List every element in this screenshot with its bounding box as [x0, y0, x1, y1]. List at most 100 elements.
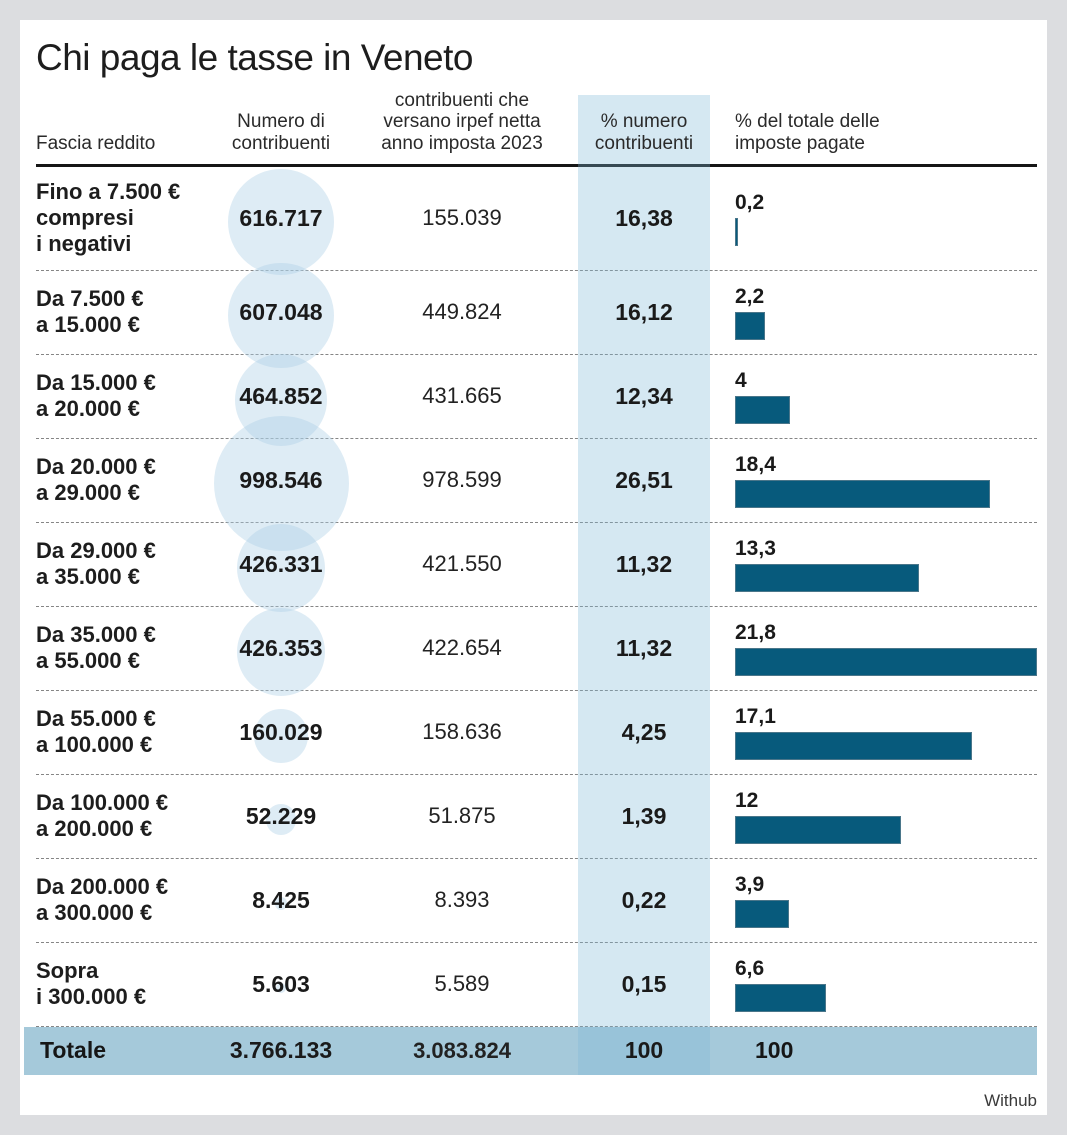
versano-irpef-value: 5.589	[434, 971, 490, 997]
pct-contribuenti-value: 16,38	[615, 204, 673, 231]
tax-share-bar	[735, 815, 901, 844]
bracket-line: i 300.000 €	[36, 984, 147, 1010]
infographic-card: Chi paga le tasse in Veneto Fascia reddi…	[20, 20, 1047, 1115]
bracket-label: Da 15.000 € a 20.000 €	[36, 370, 216, 423]
tax-share-cell: 17,1	[735, 705, 1037, 760]
source-credit: Withub	[984, 1090, 1037, 1110]
pct-contribuenti-value: 11,32	[615, 550, 673, 577]
pct-contribuenti-value: 1,39	[621, 802, 667, 829]
bracket-line: Sopra	[36, 957, 99, 983]
table-row: Da 200.000 € a 300.000 € 8.425 8.393 0,22 3,9	[36, 859, 1037, 943]
bracket-line: Da 200.000 €	[36, 873, 169, 899]
bracket-line: a 20.000 €	[36, 396, 140, 422]
pct-contribuenti-value: 4,25	[621, 718, 667, 745]
bracket-label: Da 29.000 € a 35.000 €	[36, 538, 216, 591]
bracket-line: Da 7.500 €	[36, 285, 144, 311]
bracket-label: Fino a 7.500 € compresi i negativi	[36, 179, 216, 258]
versano-irpef-value: 51.875	[428, 803, 496, 829]
bar-value-label: 12	[735, 788, 759, 812]
tax-share-cell: 4	[735, 369, 1037, 424]
total-label: Totale	[40, 1037, 107, 1064]
total-pct-imposte-value: 100	[755, 1037, 794, 1064]
bracket-line: Da 35.000 €	[36, 621, 156, 647]
versano-irpef-value: 421.550	[422, 551, 502, 577]
bracket-line: a 100.000 €	[36, 732, 153, 758]
tax-share-cell: 3,9	[735, 873, 1037, 928]
bracket-label: Da 7.500 € a 15.000 €	[36, 286, 216, 339]
bar-value-label: 3,9	[735, 872, 765, 896]
total-row: Totale 3.766.133 3.083.824 100 100	[24, 1026, 1037, 1075]
total-versano-value: 3.083.824	[413, 1037, 511, 1063]
bracket-line: Da 29.000 €	[36, 537, 156, 563]
bracket-line: Da 20.000 €	[36, 453, 156, 479]
bracket-line: a 15.000 €	[36, 312, 140, 338]
tax-share-bar	[735, 731, 972, 760]
bar-value-label: 4	[735, 368, 747, 392]
bracket-line: a 29.000 €	[36, 480, 140, 506]
tax-share-bar	[735, 311, 765, 340]
versano-irpef-value: 158.636	[422, 719, 502, 745]
bracket-line: a 300.000 €	[36, 900, 153, 926]
tax-share-bar	[735, 983, 826, 1012]
table: Fascia reddito Numero di contribuenti co…	[24, 90, 1037, 1075]
pct-contribuenti-value: 12,34	[615, 382, 673, 409]
table-row: Fino a 7.500 € compresi i negativi 616.717 1…	[36, 167, 1037, 271]
contribuenti-value: 607.048	[239, 298, 323, 325]
tax-share-bar	[735, 479, 990, 508]
tax-share-cell: 2,2	[735, 285, 1037, 340]
tax-share-bar	[735, 899, 789, 928]
bracket-label: Da 20.000 € a 29.000 €	[36, 454, 216, 507]
total-pct-contribuenti-value: 100	[624, 1037, 664, 1064]
bar-value-label: 18,4	[735, 452, 776, 476]
pct-contribuenti-value: 0,15	[621, 970, 667, 997]
header-numero-contribuenti: Numero di contribuenti	[231, 111, 331, 155]
versano-irpef-value: 449.824	[422, 299, 502, 325]
bar-value-label: 13,3	[735, 536, 776, 560]
contribuenti-value: 5.603	[252, 970, 310, 997]
bar-value-label: 2,2	[735, 284, 765, 308]
versano-irpef-value: 431.665	[422, 383, 502, 409]
versano-irpef-value: 8.393	[434, 887, 490, 913]
bracket-line: i negativi	[36, 231, 132, 257]
contribuenti-value: 8.425	[252, 886, 310, 913]
bracket-line: compresi	[36, 204, 134, 230]
bracket-line: a 55.000 €	[36, 648, 140, 674]
bar-value-label: 6,6	[735, 956, 765, 980]
table-row: Da 100.000 € a 200.000 € 52.229 51.875 1,39 1…	[36, 775, 1037, 859]
table-row: Sopra i 300.000 € 5.603 5.589 0,15 6,6	[36, 943, 1037, 1027]
contribuenti-value: 52.229	[245, 802, 317, 829]
table-rows: Fino a 7.500 € compresi i negativi 616.717 1…	[36, 167, 1037, 1027]
bar-value-label: 0,2	[735, 190, 765, 214]
contribuenti-value: 464.852	[239, 382, 323, 409]
tax-share-bar	[735, 563, 919, 592]
bracket-label: Da 100.000 € a 200.000 €	[36, 790, 216, 843]
header-pct-totale-imposte: % del totale delle imposte pagate	[735, 111, 880, 155]
bracket-line: Da 55.000 €	[36, 705, 156, 731]
table-header: Fascia reddito Numero di contribuenti co…	[36, 90, 1037, 167]
bracket-label: Da 55.000 € a 100.000 €	[36, 706, 216, 759]
tax-share-bar	[735, 395, 790, 424]
tax-share-cell: 6,6	[735, 957, 1037, 1012]
tax-share-bar	[735, 647, 1037, 676]
contribuenti-value: 616.717	[239, 204, 323, 231]
table-row: Da 7.500 € a 15.000 € 607.048 449.824 16,12 2…	[36, 271, 1037, 355]
bracket-label: Da 200.000 € a 300.000 €	[36, 874, 216, 927]
bracket-label: Da 35.000 € a 55.000 €	[36, 622, 216, 675]
contribuenti-value: 426.331	[239, 550, 323, 577]
bracket-line: Da 15.000 €	[36, 369, 156, 395]
bracket-line: a 35.000 €	[36, 564, 140, 590]
bar-value-label: 21,8	[735, 620, 776, 644]
bracket-line: a 200.000 €	[36, 816, 153, 842]
tax-share-cell: 18,4	[735, 453, 1037, 508]
contribuenti-value: 160.029	[239, 718, 323, 745]
tax-share-cell: 13,3	[735, 537, 1037, 592]
table-row: Da 20.000 € a 29.000 € 998.546 978.599 26,51…	[36, 439, 1037, 523]
header-contribuenti-versano-irpef: contribuenti che versano irpef netta ann…	[381, 89, 543, 155]
table-row: Da 35.000 € a 55.000 € 426.353 422.654 11,32…	[36, 607, 1037, 691]
tax-share-cell: 12	[735, 789, 1037, 844]
bracket-line: Da 100.000 €	[36, 789, 169, 815]
header-fascia-reddito: Fascia reddito	[36, 133, 156, 155]
table-row: Da 29.000 € a 35.000 € 426.331 421.550 11,32…	[36, 523, 1037, 607]
total-contribuenti-value: 3.766.133	[229, 1037, 333, 1064]
